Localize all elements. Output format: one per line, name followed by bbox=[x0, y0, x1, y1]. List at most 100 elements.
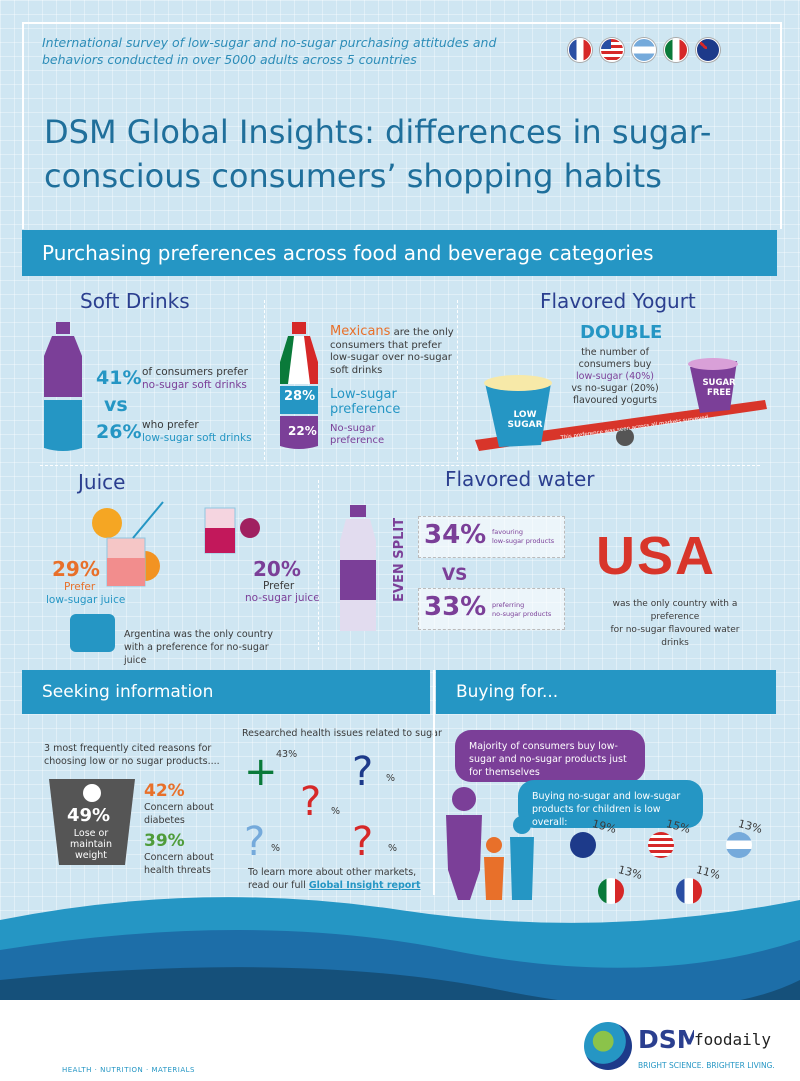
water-vs: VS bbox=[442, 565, 468, 585]
juice-pct-2: 20% bbox=[253, 557, 301, 581]
france-flag-icon bbox=[568, 38, 592, 62]
juice-argentina-text: Argentina was the only country with a pr… bbox=[124, 629, 273, 666]
divider bbox=[433, 670, 435, 895]
au-flag-icon bbox=[570, 832, 596, 858]
svg-text:?: ? bbox=[352, 749, 373, 795]
section-band-buying: Buying for... bbox=[436, 670, 776, 714]
juice-glasses-icon bbox=[92, 501, 260, 587]
mexico-lead: Mexicans bbox=[330, 324, 391, 339]
water-label-1a: favouring bbox=[492, 528, 523, 536]
footer-left: HEALTH · NUTRITION · MATERIALS bbox=[62, 1066, 195, 1074]
water-box-1 bbox=[418, 516, 565, 558]
water-label-2b: no-sugar products bbox=[492, 610, 552, 618]
divider bbox=[457, 300, 458, 460]
water-bottle-icon bbox=[340, 505, 376, 631]
water-usa: USA bbox=[596, 526, 717, 586]
juice-pct-1: 29% bbox=[52, 557, 100, 581]
juice-label-1a: Prefer bbox=[64, 581, 96, 593]
mexico-body: are the only consumers that prefer low-s… bbox=[330, 327, 454, 376]
yogurt-free-label: SUGAR FREE bbox=[702, 378, 736, 398]
australia-flag-icon bbox=[696, 38, 720, 62]
mexico-low-label: Low-sugar preference bbox=[330, 387, 401, 417]
weight-scale-icon bbox=[49, 779, 135, 865]
question-marks-icon: + ? ? ? ? bbox=[244, 749, 373, 865]
divider bbox=[40, 465, 760, 466]
soft-drinks-pct-1: 41% bbox=[96, 367, 142, 389]
svg-text:?: ? bbox=[352, 819, 373, 865]
water-label-2a: preferring bbox=[492, 601, 525, 609]
water-heading: Flavored water bbox=[445, 467, 595, 491]
argentina-flag-icon bbox=[632, 38, 656, 62]
mexico-bottle-icon bbox=[280, 322, 318, 449]
seeking-q-us: % bbox=[388, 843, 398, 854]
section-band-purchasing: Purchasing preferences across food and b… bbox=[22, 230, 777, 276]
mx-flag-icon bbox=[598, 878, 624, 904]
yogurt-text-2: low-sugar (40%) bbox=[576, 371, 654, 382]
svg-text:?: ? bbox=[300, 779, 321, 825]
yogurt-seesaw-icon bbox=[475, 358, 767, 451]
buying-bubble-2: Buying no-sugar and low-sugar products f… bbox=[518, 780, 703, 828]
yogurt-text-4: flavoured yogurts bbox=[573, 395, 657, 406]
usa-flag-icon bbox=[600, 38, 624, 62]
water-even-split: EVEN SPLIT bbox=[392, 517, 407, 602]
water-usa-text-2: for no-sugar flavoured water drinks bbox=[610, 625, 740, 648]
us-flag-icon bbox=[648, 832, 674, 858]
seeking-r3-pct: 39% bbox=[144, 831, 185, 851]
water-box-2 bbox=[418, 588, 565, 630]
soda-bottle-icon bbox=[44, 322, 82, 451]
fr-flag-icon bbox=[676, 878, 702, 904]
seeking-scale-pct: 49% bbox=[67, 805, 111, 826]
mexico-no-label: No-sugar preference bbox=[330, 423, 385, 446]
header-frame bbox=[22, 22, 782, 229]
seeking-q-mx: 43% bbox=[276, 749, 298, 760]
buying-bubble-1: Majority of consumers buy low-sugar and … bbox=[455, 730, 645, 782]
mexico-no-pct: 22% bbox=[288, 424, 317, 438]
seeking-learn-2-text: read our full bbox=[248, 880, 306, 891]
svg-text:?: ? bbox=[244, 819, 265, 865]
divider bbox=[264, 300, 265, 460]
yogurt-double: DOUBLE bbox=[580, 322, 663, 343]
seeking-q-ar: % bbox=[271, 843, 281, 854]
juice-label-1b: low-sugar juice bbox=[46, 594, 126, 606]
seeking-r3-label: Concern about health threats bbox=[144, 852, 214, 876]
mexico-low-pct: 28% bbox=[284, 389, 316, 404]
ar-flag-icon bbox=[726, 832, 752, 858]
seeking-r2-pct: 42% bbox=[144, 781, 185, 801]
yogurt-low-label: LOW SUGAR bbox=[507, 410, 543, 430]
juice-heading: Juice bbox=[78, 470, 126, 494]
yogurt-text-3: vs no-sugar (20%) bbox=[571, 383, 659, 394]
mexico-flag-icon bbox=[664, 38, 688, 62]
soft-drinks-vs: vs bbox=[104, 394, 128, 416]
seeking-r2-label: Concern about diabetes bbox=[144, 802, 214, 826]
water-usa-text: was the only country with a preference f… bbox=[600, 598, 750, 650]
yogurt-text: the number of consumers buy low-sugar (4… bbox=[570, 347, 660, 407]
juice-label-2a: Prefer bbox=[263, 580, 295, 592]
page-title: DSM Global Insights: differences in suga… bbox=[44, 113, 712, 195]
seeking-learn-2: read our full Global Insight report bbox=[248, 879, 421, 892]
seeking-learn-1: To learn more about other markets, bbox=[248, 867, 417, 878]
family-icon bbox=[446, 787, 534, 900]
thumbs-up-icon bbox=[70, 614, 115, 652]
divider bbox=[318, 480, 319, 650]
seeking-q-fr: % bbox=[331, 806, 341, 817]
juice-label-2b: no-sugar juice bbox=[245, 592, 320, 604]
global-insight-report-link[interactable]: Global Insight report bbox=[308, 880, 421, 891]
seeking-q-au: % bbox=[386, 773, 396, 784]
soft-drinks-text-1a: of consumers prefer bbox=[142, 366, 248, 378]
watermark: foodaily bbox=[694, 1030, 772, 1049]
soft-drinks-heading: Soft Drinks bbox=[80, 289, 190, 313]
dsm-brand: DSM bbox=[638, 1025, 702, 1054]
seeking-scale-label: Lose or maintain weight bbox=[70, 828, 112, 861]
seeking-researched: Researched health issues related to suga… bbox=[242, 728, 442, 739]
water-pct-1: 34% bbox=[424, 520, 487, 550]
flags-row bbox=[568, 38, 720, 62]
mexico-text: Mexicans are the only consumers that pre… bbox=[330, 324, 465, 377]
footer-area bbox=[0, 1000, 800, 1081]
yogurt-heading: Flavored Yogurt bbox=[540, 289, 696, 313]
water-usa-text-1: was the only country with a preference bbox=[612, 599, 738, 622]
soft-drinks-text-1b: no-sugar soft drinks bbox=[142, 379, 247, 391]
dsm-logo-icon bbox=[584, 1022, 632, 1070]
yogurt-text-1: the number of consumers buy bbox=[578, 347, 652, 370]
water-label-1b: low-sugar products bbox=[492, 537, 555, 545]
